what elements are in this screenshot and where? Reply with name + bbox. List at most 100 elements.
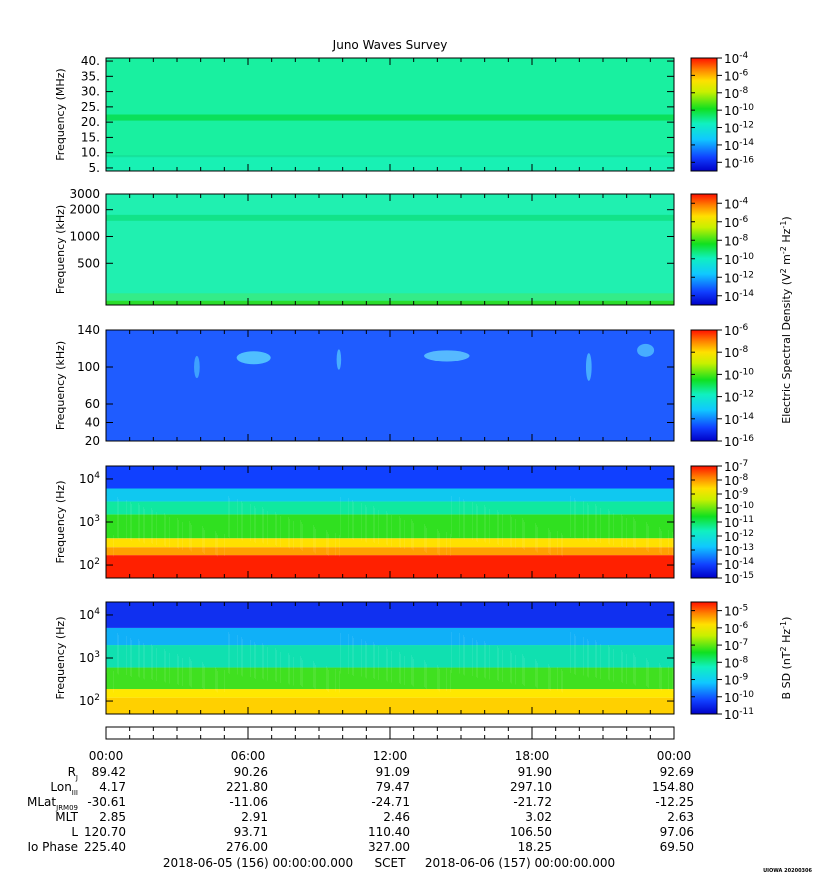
emission-streak <box>328 534 329 556</box>
emission-streak <box>216 533 217 556</box>
emission-streak <box>647 660 648 687</box>
spectral-layer <box>106 501 674 515</box>
colorbar-tick-label: 10-9 <box>724 673 749 688</box>
emission-streak <box>314 527 315 553</box>
colorbar-tick-label: 10-16 <box>724 155 754 170</box>
emission-streak <box>477 642 478 678</box>
emission-streak <box>439 669 440 692</box>
ephemeris-value: 2.46 <box>383 810 410 824</box>
emission-streak <box>634 655 635 685</box>
emission-streak <box>189 521 190 550</box>
emission-streak <box>326 530 327 554</box>
emission-streak <box>587 639 588 677</box>
emission-streak <box>400 654 401 684</box>
colorbar-tick-label: 10-14 <box>724 412 754 427</box>
emission-streak <box>608 509 609 544</box>
colorbar-tick-label: 10-8 <box>724 655 749 670</box>
ephemeris-value: 18.25 <box>518 840 552 854</box>
x-tick-label: 18:00 <box>515 749 550 763</box>
ephemeris-value: 91.90 <box>518 765 552 779</box>
colorbar-tick-label: 10-6 <box>724 68 749 83</box>
emission-streak <box>280 516 281 547</box>
emission-streak <box>365 505 366 542</box>
emission-streak <box>391 651 392 683</box>
y-tick-label: 103 <box>79 514 100 529</box>
emission-streak <box>549 530 550 554</box>
y-tick-label: 102 <box>79 557 100 572</box>
emission-streak <box>562 535 563 557</box>
emission-streak <box>217 535 218 557</box>
emission-streak <box>437 529 438 554</box>
emission-streak <box>275 512 276 545</box>
emission-streak <box>413 659 414 687</box>
x-tick-label: 00:00 <box>89 749 124 763</box>
emission-streak <box>177 518 178 548</box>
spectrogram-3 <box>106 330 674 441</box>
colorbar-title: B SD (nT2 Hz-1) <box>779 617 793 700</box>
ephemeris-value: 276.00 <box>226 840 268 854</box>
colorbar-tick-label: 10-10 <box>724 103 754 118</box>
spectral-layer <box>106 547 674 556</box>
colorbar-tick-label: 10-11 <box>724 515 754 530</box>
emission-streak <box>315 665 316 690</box>
colorbar-3: 10-6 10-8 10-10 10-12 10-14 10-16 <box>690 323 754 449</box>
emission-streak <box>575 636 576 675</box>
emission-streak <box>386 511 387 545</box>
emission-streak <box>446 668 447 691</box>
panel-3: 20 40 60 100 140 Frequency (kHz) 10-6 10-8 10-10… <box>54 323 754 449</box>
colorbar-tick-label: 10-12 <box>724 121 754 136</box>
spectral-layer <box>106 645 674 668</box>
emission-streak <box>366 507 367 543</box>
emission-streak <box>596 506 597 542</box>
emission-streak <box>202 526 203 552</box>
emission-feature <box>336 349 342 370</box>
emission-streak <box>182 522 183 550</box>
colorbar-2: 10-4 10-6 10-8 10-10 10-12 10-14 Electric Spec… <box>690 193 793 424</box>
ephemeris-value: 2.63 <box>667 810 694 824</box>
emission-streak <box>660 529 661 554</box>
colorbar-scale <box>690 601 718 715</box>
ephemeris-value: 91.09 <box>376 765 410 779</box>
emission-streak <box>621 650 622 682</box>
ephemeris-label: MLT <box>55 810 78 824</box>
emission-streak <box>484 505 485 542</box>
emission-streak <box>498 648 499 681</box>
colorbar-5: 10-5 10-6 10-7 10-8 10-9 10-10 10-11 B SD (nT2 … <box>690 601 793 722</box>
emission-streak <box>609 511 610 545</box>
emission-streak <box>204 530 205 554</box>
emission-streak <box>262 643 263 679</box>
colorbar-tick-label: 10-12 <box>724 390 754 405</box>
emission-streak <box>191 525 192 552</box>
colorbar-scale <box>690 193 718 306</box>
emission-streak <box>250 640 251 677</box>
emission-streak <box>178 520 179 549</box>
emission-streak <box>450 670 451 692</box>
emission-streak <box>203 528 204 553</box>
emission-streak <box>463 635 464 675</box>
colorbar-title: Electric Spectral Density (V2 m-2 Hz-1) <box>779 216 793 423</box>
emission-streak <box>177 654 178 684</box>
emission-streak <box>489 509 490 544</box>
emission-streak <box>289 655 290 685</box>
emission-streak <box>633 517 634 548</box>
emission-streak <box>608 645 609 680</box>
emission-streak <box>165 651 166 683</box>
emission-streak <box>535 523 536 551</box>
emission-streak <box>340 633 341 674</box>
ephemeris-value: 221.80 <box>226 780 268 794</box>
emission-streak <box>562 671 563 693</box>
emission-streak <box>143 643 144 679</box>
emission-streak <box>425 526 426 552</box>
emission-streak <box>522 654 523 684</box>
colorbar-tick-label: 10-8 <box>724 345 749 360</box>
emission-streak <box>300 520 301 549</box>
y-axis-label: Frequency (MHz) <box>54 68 67 160</box>
emission-streak <box>228 496 229 537</box>
emission-streak <box>537 663 538 689</box>
emission-streak <box>523 520 524 549</box>
spectrogram-1 <box>106 58 674 171</box>
emission-streak <box>451 632 452 673</box>
colorbar-tick-label: 10-8 <box>724 233 749 248</box>
emission-streak <box>224 534 225 556</box>
